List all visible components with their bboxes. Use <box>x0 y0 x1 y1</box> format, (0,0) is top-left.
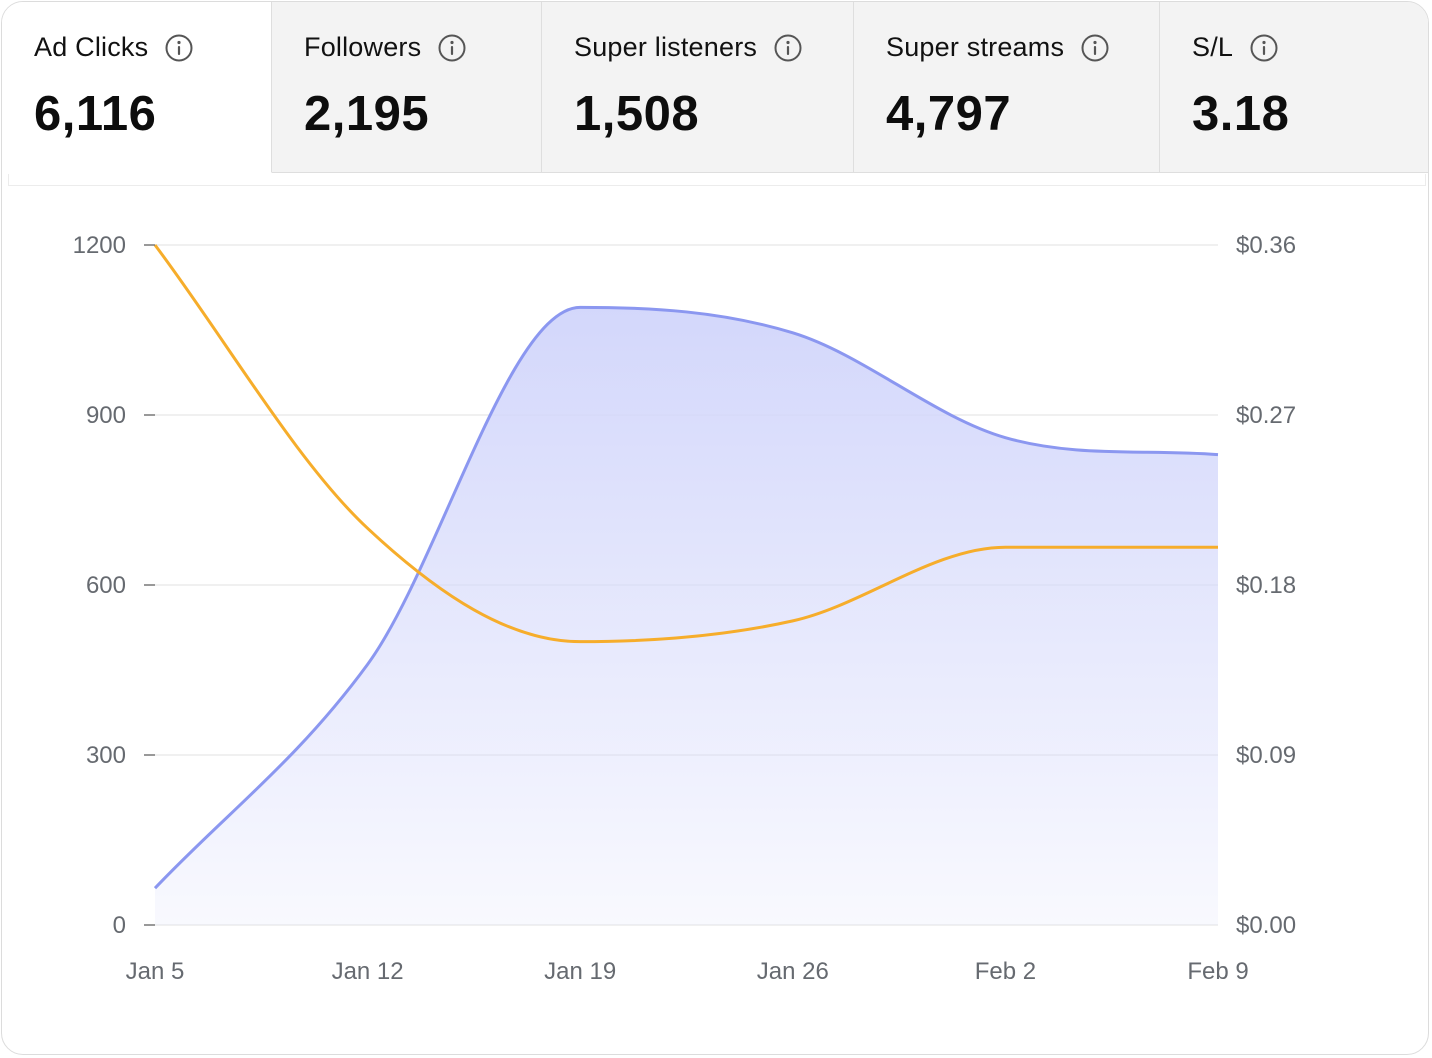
x-tick-label: Jan 19 <box>544 958 616 985</box>
info-circle-icon[interactable] <box>437 33 467 63</box>
tab-label: Followers <box>304 32 422 62</box>
y-left-tick-label: 900 <box>86 402 126 429</box>
info-circle-icon[interactable] <box>164 33 194 63</box>
tab-ad-clicks[interactable]: Ad Clicks 6,116 <box>2 2 272 173</box>
tab-followers[interactable]: Followers 2,195 <box>272 2 542 173</box>
metric-tabs: Ad Clicks 6,116 Followers 2,195 Super li… <box>2 2 1428 173</box>
info-circle-icon[interactable] <box>773 33 803 63</box>
tab-header: Super streams <box>886 32 1110 63</box>
tab-label: Ad Clicks <box>34 32 149 62</box>
tab-header: Ad Clicks <box>34 32 194 63</box>
y-right-tick-label: $0.00 <box>1236 912 1296 939</box>
y-left-tick-label: 300 <box>86 742 126 769</box>
area-line-series-0 <box>153 305 1219 890</box>
tab-s-l[interactable]: S/L 3.18 <box>1160 2 1428 173</box>
tab-label: Super streams <box>886 32 1065 62</box>
tab-value: 4,797 <box>886 87 1012 141</box>
info-circle-icon[interactable] <box>1080 33 1110 63</box>
y-right-tick-label: $0.27 <box>1236 402 1296 429</box>
x-tick-label: Feb 9 <box>1187 958 1248 985</box>
line-layer <box>153 244 1219 890</box>
axis-layer: 0 300 600 900 1200 $0.00 $0.09 $0.18 $0.27 $0.36 J… <box>73 232 1296 985</box>
area-layer <box>155 307 1218 925</box>
x-tick-label: Jan 12 <box>332 958 404 985</box>
tab-header: Followers <box>304 32 467 63</box>
y-left-tick-label: 0 <box>113 912 126 939</box>
x-tick-label: Feb 2 <box>975 958 1036 985</box>
tab-super-listeners[interactable]: Super listeners 1,508 <box>542 2 854 173</box>
tab-value: 1,508 <box>574 87 700 141</box>
x-tick-label: Jan 26 <box>757 958 829 985</box>
tab-super-streams[interactable]: Super streams 4,797 <box>854 2 1160 173</box>
y-left-tick-label: 1200 <box>73 232 126 259</box>
y-right-tick-label: $0.36 <box>1236 232 1296 259</box>
tab-value: 2,195 <box>304 87 430 141</box>
y-right-tick-label: $0.18 <box>1236 572 1296 599</box>
line-series-1 <box>153 244 1218 644</box>
area-fill-series-0 <box>155 307 1218 925</box>
tab-underline-strip <box>8 174 1426 186</box>
info-circle-icon[interactable] <box>1249 33 1279 63</box>
tab-value: 3.18 <box>1192 87 1290 141</box>
y-right-tick-label: $0.09 <box>1236 742 1296 769</box>
y-left-tick-label: 600 <box>86 572 126 599</box>
tab-header: S/L <box>1192 32 1279 63</box>
tab-label: S/L <box>1192 32 1234 62</box>
tab-value: 6,116 <box>34 87 157 141</box>
tab-header: Super listeners <box>574 32 803 63</box>
tab-label: Super listeners <box>574 32 758 62</box>
x-tick-label: Jan 5 <box>126 958 185 985</box>
